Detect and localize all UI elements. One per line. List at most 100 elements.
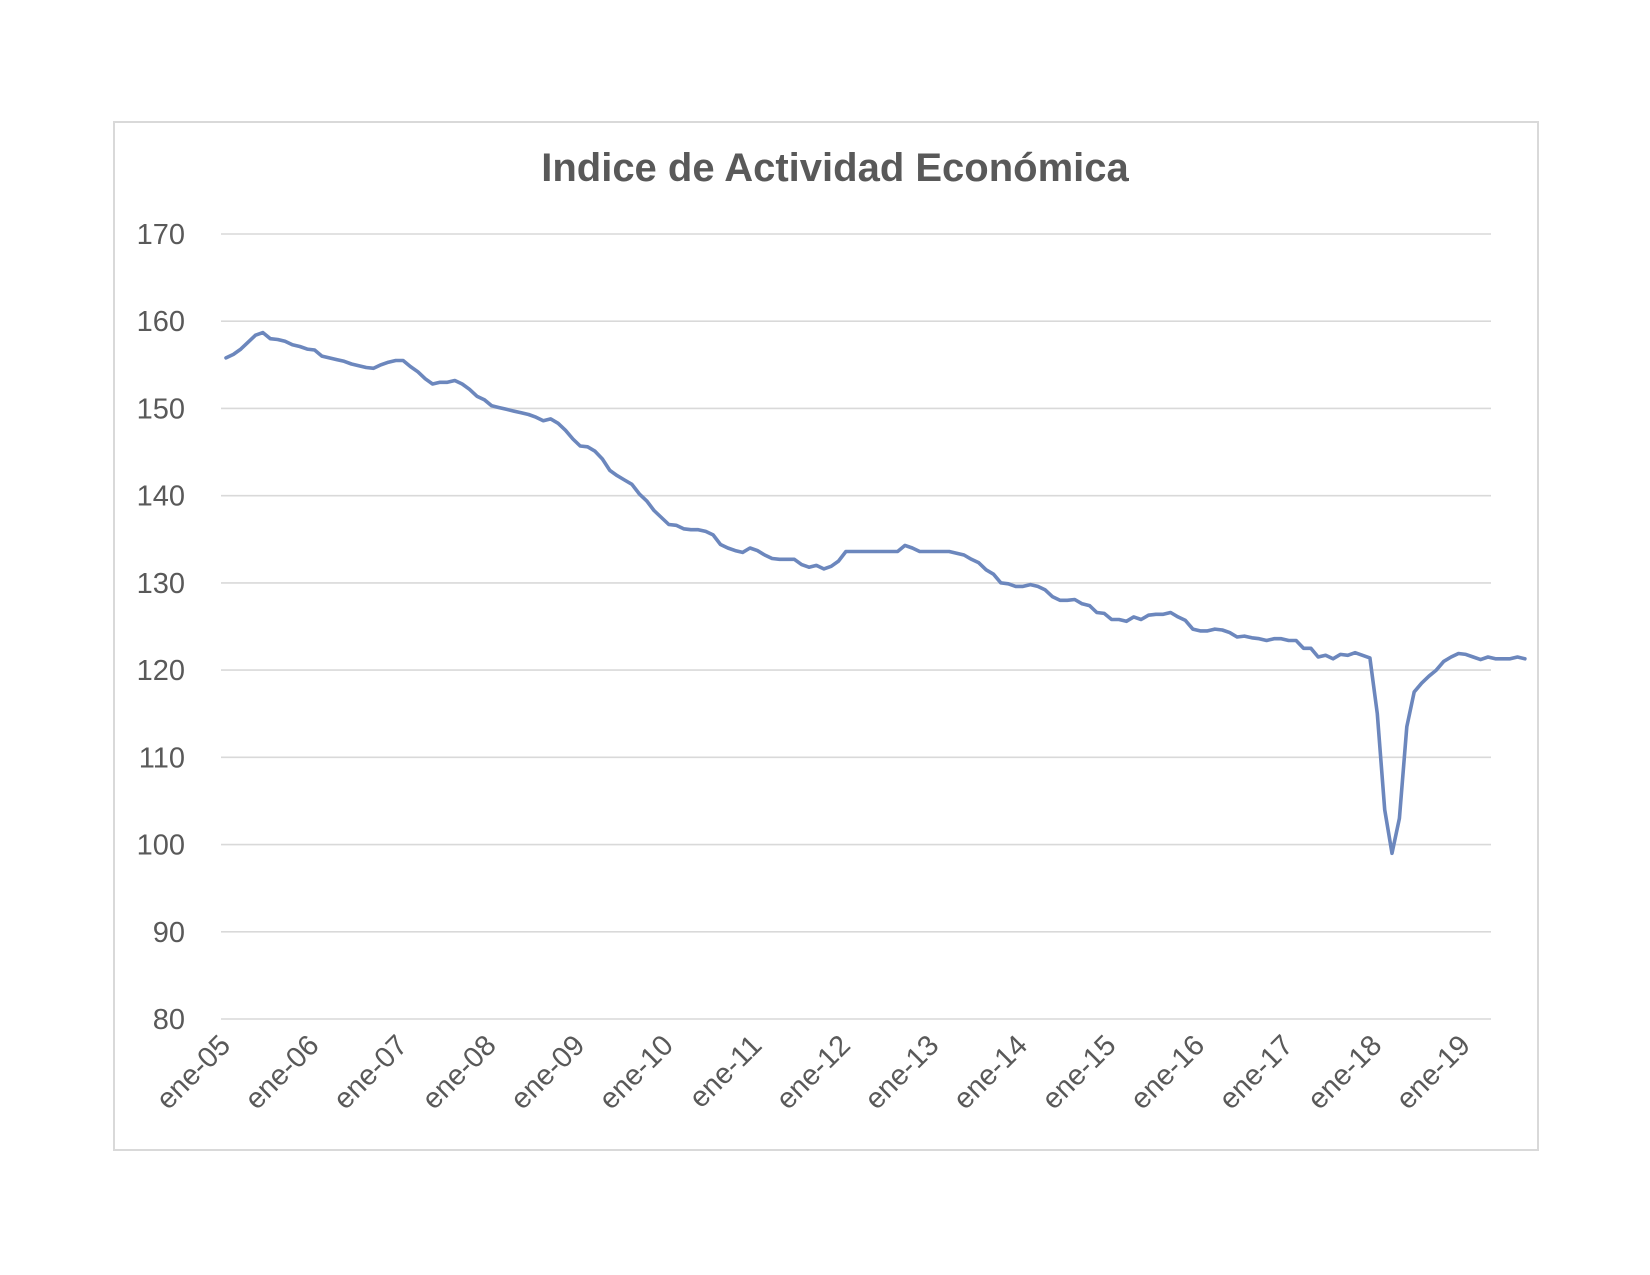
gridlines [221, 233, 1491, 1020]
data-point [675, 524, 678, 527]
y-tick-label: 160 [137, 306, 185, 338]
data-point [357, 364, 360, 367]
data-point [1383, 808, 1386, 811]
x-tick-label: ene-09 [505, 1029, 591, 1115]
x-tick-label: ene-16 [1125, 1029, 1211, 1115]
data-point [763, 553, 766, 557]
data-point [512, 409, 515, 413]
data-point [1088, 604, 1091, 607]
data-point [1376, 712, 1379, 715]
data-point [246, 341, 250, 344]
data-point [1324, 654, 1327, 657]
data-point [424, 377, 427, 380]
data-point [401, 359, 405, 362]
data-point [1176, 615, 1180, 619]
data-point [1162, 613, 1165, 616]
x-tick-label: ene-05 [150, 1029, 236, 1115]
data-point [520, 411, 523, 414]
y-tick-label: 130 [137, 568, 185, 600]
data-point [955, 552, 958, 555]
x-tick-label: ene-12 [770, 1029, 856, 1115]
data-point [1243, 634, 1246, 638]
data-point [889, 550, 892, 553]
data-point [660, 516, 663, 519]
data-point [903, 544, 907, 547]
data-point [461, 382, 464, 386]
data-point [866, 550, 870, 553]
data-point [1221, 628, 1224, 632]
data-point [1206, 629, 1209, 633]
data-point [453, 379, 456, 382]
x-tick-label: ene-13 [859, 1029, 945, 1115]
data-point [239, 347, 242, 351]
data-point [837, 559, 840, 563]
data-point [918, 550, 921, 553]
data-point [1125, 620, 1128, 623]
data-point [844, 550, 848, 553]
y-tick-label: 90 [153, 917, 185, 949]
data-point [608, 469, 611, 472]
data-point [1516, 655, 1519, 659]
data-point [497, 406, 501, 409]
chart-title: Indice de Actividad Económica [541, 146, 1129, 190]
data-point [1280, 637, 1283, 640]
x-tick-label: ene-11 [683, 1029, 768, 1114]
data-point [1508, 657, 1512, 660]
data-point [1472, 655, 1475, 659]
data-point [1501, 657, 1504, 660]
data-point [283, 340, 287, 343]
data-point [416, 370, 420, 373]
data-point [1110, 618, 1113, 621]
x-tick-label: ene-08 [416, 1029, 502, 1115]
data-point [1464, 653, 1468, 656]
data-point [1449, 655, 1453, 659]
data-point [689, 528, 693, 531]
data-point [313, 348, 316, 352]
data-point [1007, 582, 1010, 585]
data-point [601, 457, 604, 461]
data-point [320, 354, 324, 358]
data-point [365, 366, 368, 369]
data-point [999, 581, 1003, 585]
data-point [1258, 637, 1261, 640]
data-point [549, 417, 552, 421]
data-point [438, 381, 442, 384]
y-tick-label: 110 [139, 742, 185, 774]
data-point [785, 558, 789, 561]
data-point [298, 345, 301, 348]
data-point [815, 564, 818, 567]
data-point [1250, 636, 1254, 639]
data-point [1021, 585, 1025, 588]
data-point [1213, 627, 1217, 631]
series-line [224, 330, 1527, 856]
y-tick-label: 80 [153, 1004, 185, 1036]
data-point [1080, 602, 1084, 605]
data-point [1413, 690, 1416, 694]
data-point [970, 558, 973, 561]
data-point [379, 363, 383, 366]
data-point [224, 356, 228, 360]
data-point [542, 419, 545, 422]
data-point [881, 550, 884, 553]
data-point [1390, 852, 1394, 855]
data-point [556, 422, 560, 425]
data-point [306, 347, 309, 351]
data-point [571, 437, 575, 441]
data-point [1051, 595, 1054, 598]
x-tick-label: ene-18 [1302, 1029, 1388, 1115]
data-point [1095, 611, 1098, 614]
chart-frame: Indice de Actividad Económica 80 90 100 110… [113, 121, 1539, 1151]
data-point [1132, 615, 1135, 619]
data-point [269, 337, 272, 340]
data-point [586, 445, 589, 448]
data-point [948, 550, 951, 553]
data-point [615, 474, 619, 477]
data-point [1405, 725, 1409, 728]
y-axis-tick-labels: 80 90 100 110 120 130 140 150 160 170 [137, 219, 185, 1036]
data-point [1494, 657, 1497, 660]
data-point [1139, 618, 1143, 621]
y-tick-label: 150 [137, 393, 185, 425]
data-point [490, 404, 493, 407]
data-point [483, 398, 486, 401]
y-tick-label: 100 [137, 830, 185, 862]
